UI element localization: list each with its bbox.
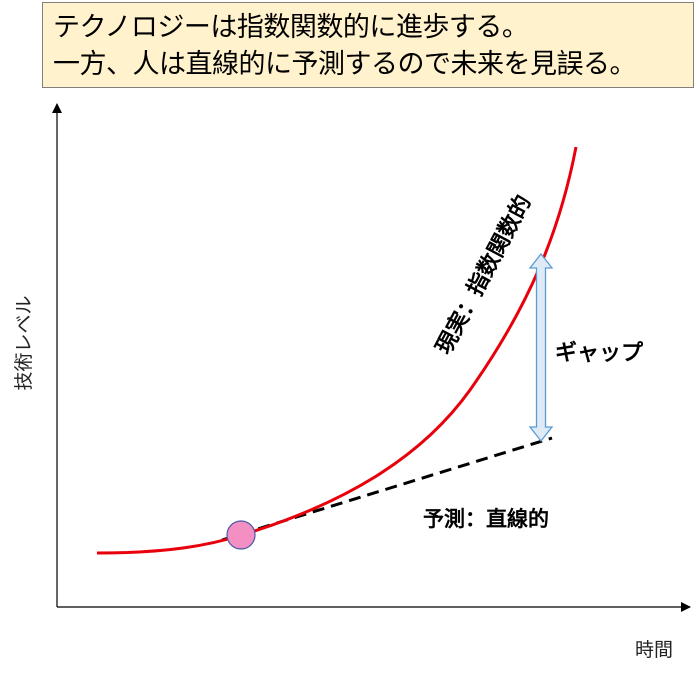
current-point-marker (226, 520, 256, 550)
reality-curve (96, 146, 578, 555)
title-line-1: テクノロジーは指数関数的に進歩する。 (53, 12, 529, 43)
title-line-2: 一方、人は直線的に予測するので未来を見誤る。 (53, 49, 637, 80)
prediction-label: 予測：直線的 (423, 507, 549, 531)
x-axis-label: 時間 (635, 639, 673, 661)
y-axis-label: 技術レベル (13, 295, 35, 390)
gap-label: ギャップ (555, 341, 644, 366)
gap-arrow (528, 252, 554, 443)
title-box: テクノロジーは指数関数的に進歩する。 一方、人は直線的に予測するので未来を見誤る… (42, 2, 694, 88)
reality-label: 現実：指数関数的 (431, 191, 537, 359)
